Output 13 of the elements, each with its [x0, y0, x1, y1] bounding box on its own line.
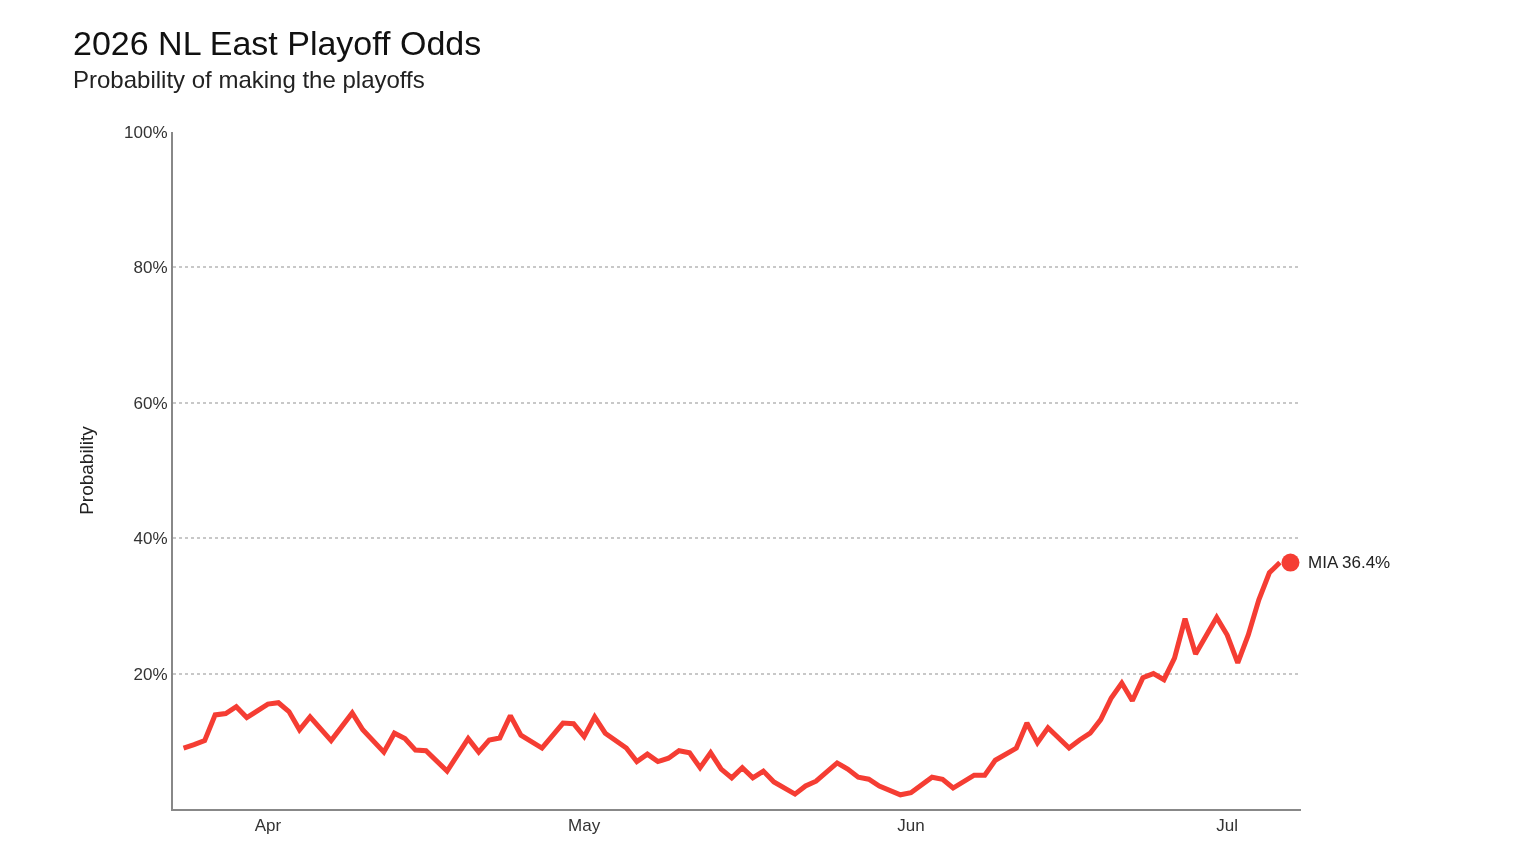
y-tick-label: 100% — [124, 122, 168, 142]
x-tick-label: Jun — [897, 816, 925, 836]
y-axis-title: Probability — [76, 425, 98, 515]
x-tick-label: May — [568, 816, 601, 836]
chart-title: 2026 NL East Playoff Odds — [73, 24, 482, 62]
y-tick-label: 40% — [133, 529, 168, 549]
x-tick-label: Apr — [254, 816, 282, 836]
y-tick-label: 60% — [133, 393, 168, 413]
y-tick-label: 20% — [133, 664, 168, 684]
x-tick-label: Jul — [1216, 816, 1239, 836]
chart-subtitle: Probability of making the playoffs — [73, 66, 425, 93]
annotation: MIA 36.4% — [1308, 553, 1391, 572]
y-tick-label: 80% — [133, 258, 168, 278]
